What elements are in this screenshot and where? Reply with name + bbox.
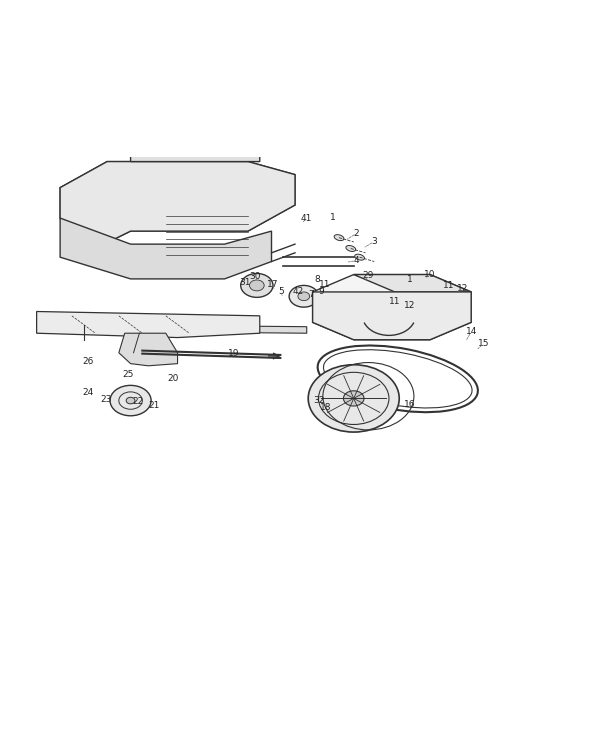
Ellipse shape bbox=[355, 254, 365, 260]
Polygon shape bbox=[60, 162, 295, 257]
Text: 1: 1 bbox=[330, 213, 336, 222]
Text: 24: 24 bbox=[83, 388, 94, 397]
Text: 2: 2 bbox=[354, 228, 359, 237]
Text: 21: 21 bbox=[148, 401, 160, 410]
Ellipse shape bbox=[110, 386, 151, 416]
Polygon shape bbox=[130, 131, 260, 162]
Text: 10: 10 bbox=[424, 270, 436, 279]
Text: 30: 30 bbox=[250, 272, 261, 281]
Text: 31: 31 bbox=[240, 278, 251, 287]
Polygon shape bbox=[354, 275, 471, 292]
Text: 17: 17 bbox=[267, 279, 278, 288]
Ellipse shape bbox=[308, 365, 399, 432]
Polygon shape bbox=[119, 333, 178, 366]
Text: 12: 12 bbox=[404, 301, 415, 310]
Polygon shape bbox=[60, 162, 295, 257]
Text: 26: 26 bbox=[83, 357, 94, 366]
Text: 9: 9 bbox=[319, 288, 324, 297]
Text: 7: 7 bbox=[308, 291, 314, 300]
Text: 11: 11 bbox=[443, 282, 455, 291]
Text: 5: 5 bbox=[278, 288, 284, 297]
Ellipse shape bbox=[346, 246, 356, 252]
Ellipse shape bbox=[289, 285, 319, 307]
Text: 16: 16 bbox=[404, 401, 415, 410]
Text: 11: 11 bbox=[319, 280, 330, 289]
Text: 11: 11 bbox=[389, 297, 401, 306]
Text: 14: 14 bbox=[466, 327, 477, 336]
Text: 20: 20 bbox=[167, 374, 179, 383]
Text: 23: 23 bbox=[100, 395, 112, 404]
Text: 3: 3 bbox=[371, 237, 377, 246]
Ellipse shape bbox=[241, 273, 273, 297]
Ellipse shape bbox=[250, 280, 264, 291]
Polygon shape bbox=[313, 275, 471, 340]
Text: 19: 19 bbox=[228, 349, 239, 358]
Text: 42: 42 bbox=[292, 288, 304, 297]
Text: 22: 22 bbox=[133, 397, 144, 406]
Text: 18: 18 bbox=[320, 403, 332, 412]
Ellipse shape bbox=[334, 234, 344, 240]
Polygon shape bbox=[313, 292, 471, 340]
Text: 8: 8 bbox=[314, 276, 320, 285]
Polygon shape bbox=[60, 218, 271, 279]
Text: 41: 41 bbox=[301, 214, 313, 223]
Text: 12: 12 bbox=[457, 284, 468, 293]
Text: 1: 1 bbox=[407, 276, 412, 285]
Polygon shape bbox=[37, 312, 260, 338]
Text: 15: 15 bbox=[478, 339, 490, 348]
Ellipse shape bbox=[298, 292, 310, 300]
Text: 32: 32 bbox=[313, 396, 324, 405]
Text: 4: 4 bbox=[354, 256, 359, 265]
Text: 29: 29 bbox=[363, 271, 374, 280]
Text: 25: 25 bbox=[122, 370, 133, 379]
Ellipse shape bbox=[126, 397, 135, 404]
Ellipse shape bbox=[343, 391, 364, 406]
Polygon shape bbox=[72, 324, 307, 333]
Ellipse shape bbox=[154, 124, 189, 134]
